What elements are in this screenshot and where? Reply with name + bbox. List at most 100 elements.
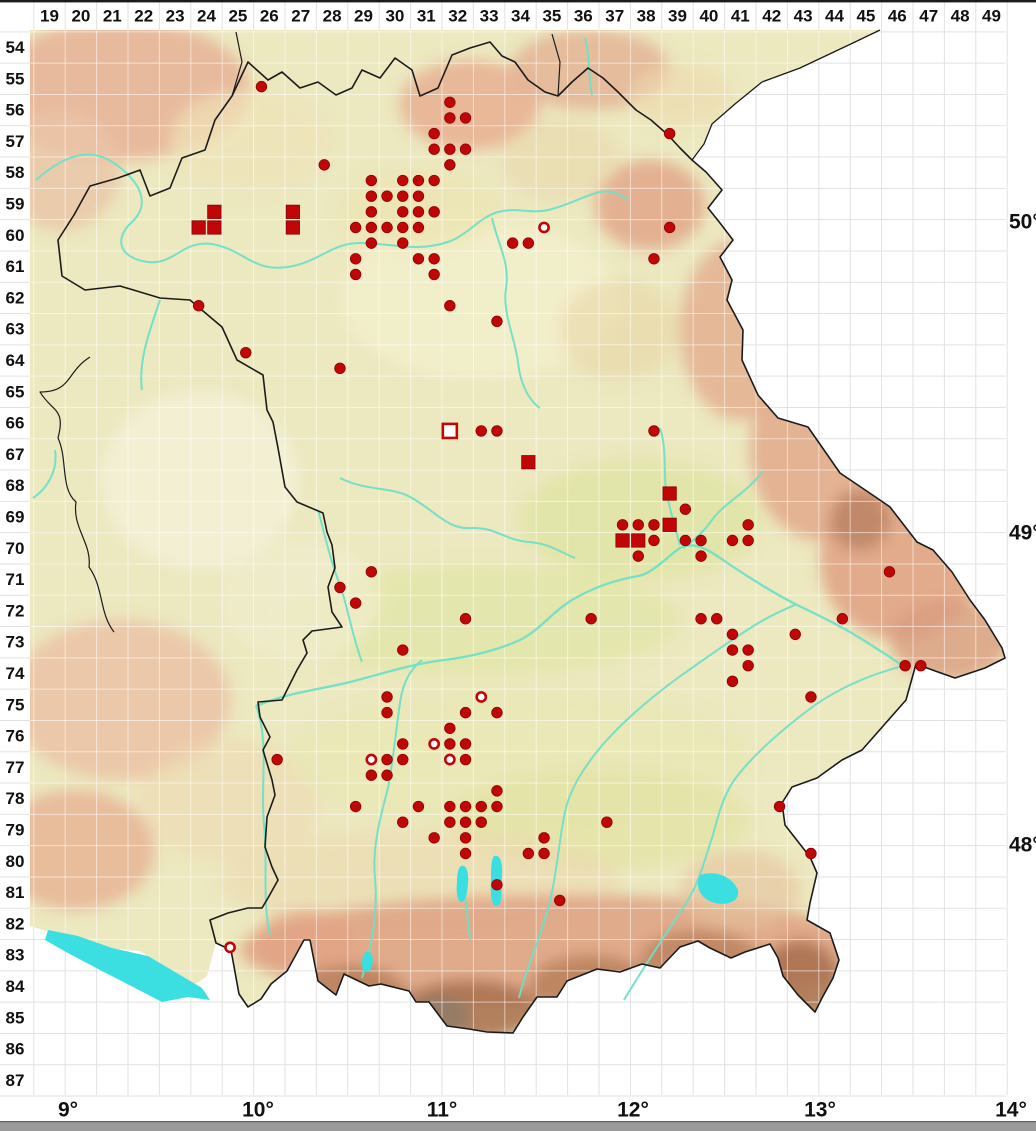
longitude-label: 14° bbox=[995, 1099, 1027, 1122]
row-label: 61 bbox=[6, 257, 25, 276]
marker-filled-circle bbox=[334, 581, 346, 594]
marker-filled-circle bbox=[459, 706, 472, 719]
marker-filled-circle bbox=[491, 315, 503, 328]
lake-chiemsee bbox=[697, 873, 739, 904]
column-label: 27 bbox=[291, 7, 310, 26]
column-label: 28 bbox=[323, 7, 342, 26]
marker-filled-circle bbox=[397, 221, 409, 234]
marker-filled-circle bbox=[444, 300, 456, 312]
marker-open-circle bbox=[365, 753, 378, 766]
marker-filled-circle bbox=[726, 644, 739, 656]
lake-ammersee bbox=[456, 865, 469, 902]
marker-filled-circle bbox=[805, 691, 817, 703]
column-label: 24 bbox=[197, 7, 216, 26]
row-label: 67 bbox=[6, 445, 25, 464]
marker-filled-circle bbox=[836, 613, 849, 625]
column-label: 22 bbox=[134, 7, 153, 26]
marker-filled-circle bbox=[805, 847, 817, 860]
column-label: 40 bbox=[699, 7, 718, 26]
marker-open-circle bbox=[443, 753, 456, 766]
column-label: 19 bbox=[40, 7, 59, 26]
state-borders bbox=[39, 29, 1006, 1034]
marker-filled-circle bbox=[475, 425, 487, 437]
row-label: 81 bbox=[6, 883, 25, 902]
column-label: 46 bbox=[888, 7, 907, 26]
marker-filled-circle bbox=[428, 143, 440, 155]
longitude-label: 13° bbox=[804, 1099, 836, 1122]
marker-filled-circle bbox=[397, 644, 409, 656]
marker-filled-circle bbox=[459, 738, 472, 750]
marker-filled-circle bbox=[459, 753, 472, 766]
row-label: 60 bbox=[6, 226, 25, 245]
marker-filled-circle bbox=[397, 753, 409, 766]
neighbor-border-northwest bbox=[231, 31, 243, 97]
marker-filled-circle bbox=[491, 706, 503, 719]
marker-filled-circle bbox=[711, 613, 723, 625]
marker-filled-circle bbox=[538, 847, 550, 860]
marker-filled-circle bbox=[271, 753, 283, 766]
marker-open-circle bbox=[538, 221, 550, 234]
river-main bbox=[35, 153, 629, 269]
bavaria-border bbox=[57, 41, 1006, 1034]
marker-open-square bbox=[441, 422, 459, 440]
marker-filled-circle bbox=[632, 519, 644, 531]
marker-filled-circle bbox=[365, 237, 378, 249]
marker-filled-circle bbox=[475, 800, 487, 813]
marker-filled-circle bbox=[412, 800, 425, 813]
marker-filled-circle bbox=[459, 816, 472, 828]
latitude-label: 49° bbox=[1009, 522, 1036, 545]
row-label: 70 bbox=[6, 539, 25, 558]
marker-filled-square bbox=[662, 486, 677, 501]
saxony-czech-border bbox=[691, 81, 763, 161]
longitude-label: 9° bbox=[58, 1099, 78, 1122]
row-label: 55 bbox=[6, 69, 25, 88]
marker-filled-circle bbox=[397, 174, 409, 187]
marker-filled-square bbox=[521, 455, 536, 470]
marker-filled-circle bbox=[459, 112, 472, 124]
marker-filled-circle bbox=[538, 832, 550, 844]
column-label: 37 bbox=[605, 7, 624, 26]
row-label: 80 bbox=[6, 852, 25, 871]
marker-filled-circle bbox=[255, 80, 268, 93]
marker-filled-circle bbox=[349, 268, 362, 281]
marker-filled-circle bbox=[648, 425, 660, 437]
marker-filled-circle bbox=[444, 143, 456, 155]
column-label: 30 bbox=[385, 7, 404, 26]
latitude-label: 50° bbox=[1009, 211, 1036, 234]
row-label: 64 bbox=[6, 351, 25, 370]
marker-filled-circle bbox=[381, 691, 393, 703]
marker-filled-circle bbox=[412, 190, 425, 202]
marker-filled-circle bbox=[773, 800, 786, 813]
column-label: 43 bbox=[794, 7, 813, 26]
marker-filled-circle bbox=[444, 159, 456, 171]
column-label: 21 bbox=[103, 7, 122, 26]
marker-filled-circle bbox=[789, 628, 801, 641]
row-label: 57 bbox=[6, 132, 25, 151]
marker-filled-circle bbox=[726, 628, 739, 641]
marker-filled-circle bbox=[459, 143, 472, 155]
marker-filled-circle bbox=[663, 127, 676, 140]
row-label: 71 bbox=[6, 570, 25, 589]
marker-filled-circle bbox=[475, 816, 487, 828]
column-label: 20 bbox=[71, 7, 90, 26]
latitude-label: 48° bbox=[1009, 834, 1036, 857]
column-label: 44 bbox=[825, 7, 844, 26]
marker-filled-circle bbox=[663, 221, 676, 234]
marker-filled-circle bbox=[192, 300, 205, 312]
row-label: 68 bbox=[6, 476, 25, 495]
marker-filled-circle bbox=[899, 659, 911, 672]
marker-filled-circle bbox=[491, 800, 503, 813]
marker-filled-circle bbox=[397, 237, 409, 249]
marker-filled-circle bbox=[365, 190, 378, 202]
river-isar bbox=[518, 604, 796, 999]
row-label: 86 bbox=[6, 1040, 25, 1059]
marker-filled-circle bbox=[726, 534, 739, 547]
marker-open-circle bbox=[224, 941, 236, 954]
row-label: 63 bbox=[6, 320, 25, 339]
column-label: 48 bbox=[951, 7, 970, 26]
row-label: 84 bbox=[6, 977, 25, 996]
marker-filled-circle bbox=[349, 253, 362, 265]
marker-filled-circle bbox=[381, 769, 393, 781]
marker-filled-circle bbox=[459, 847, 472, 860]
